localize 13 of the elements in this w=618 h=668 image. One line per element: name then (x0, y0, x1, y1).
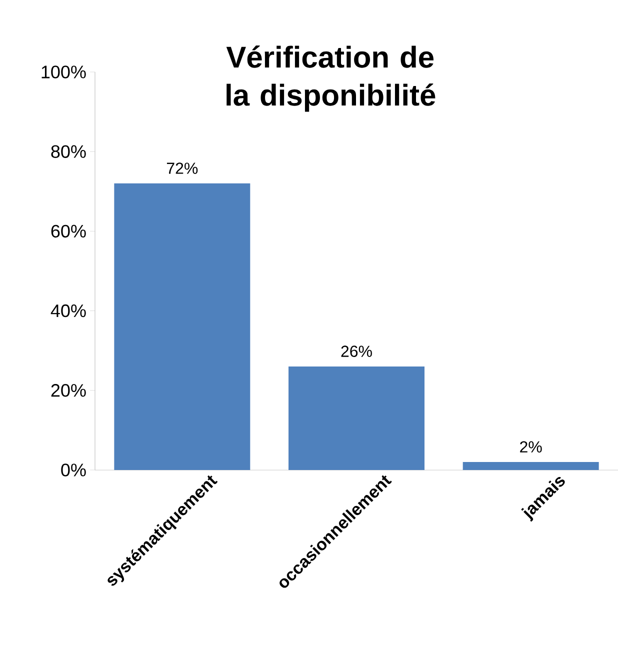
y-tick-label: 60% (51, 224, 86, 238)
y-tick-label: 40% (50, 304, 86, 318)
data-label: 72% (166, 162, 198, 174)
y-tick-label: 80% (51, 145, 86, 158)
data-label: 26% (341, 346, 372, 357)
bar (288, 366, 424, 470)
chart-title: Vérification de la disponibilité (226, 46, 436, 112)
y-tick-label: 20% (51, 384, 86, 397)
bar (114, 183, 250, 470)
data-label: 2% (520, 441, 542, 453)
y-tick-label: 0% (61, 464, 86, 476)
y-tick-label: 100% (42, 66, 86, 78)
bar (462, 462, 599, 470)
